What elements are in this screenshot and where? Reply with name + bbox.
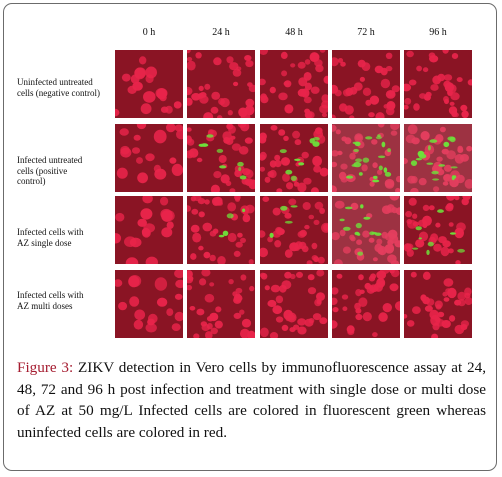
micrograph-tile	[187, 196, 255, 264]
micrograph-tile	[115, 50, 183, 118]
column-header-0h: 0 h	[142, 27, 156, 38]
micrograph-tile	[404, 124, 472, 192]
micrograph-tile	[187, 270, 255, 338]
micrograph-tile	[187, 124, 255, 192]
micrograph-tile	[260, 196, 328, 264]
column-header-96h: 96 h	[429, 27, 447, 38]
micrograph-tile	[187, 50, 255, 118]
micrograph-tile	[115, 196, 183, 264]
micrograph-tile	[260, 270, 328, 338]
micrograph-tile	[115, 124, 183, 192]
micrograph-tile	[115, 270, 183, 338]
column-header-72h: 72 h	[357, 27, 375, 38]
micrograph-tile	[332, 50, 400, 118]
micrograph-tile	[332, 124, 400, 192]
row-label-negative-control: Uninfected untreated cells (negative con…	[17, 77, 100, 98]
micrograph-tile	[404, 50, 472, 118]
figure-label: Figure 3:	[17, 359, 74, 376]
row-label-az-multi-doses: Infected cells with AZ multi doses	[17, 290, 84, 311]
micrograph-tile	[332, 270, 400, 338]
micrograph-tile	[404, 270, 472, 338]
column-header-48h: 48 h	[285, 27, 303, 38]
row-label-az-single-dose: Infected cells with AZ single dose	[17, 227, 84, 248]
column-header-24h: 24 h	[212, 27, 230, 38]
micrograph-tile	[260, 124, 328, 192]
row-label-positive-control: Infected untreated cells (positive contr…	[17, 155, 83, 186]
micrograph-tile	[260, 50, 328, 118]
caption-text: ZIKV detection in Vero cells by immunofl…	[17, 359, 486, 441]
micrograph-tile	[404, 196, 472, 264]
micrograph-tile	[332, 196, 400, 264]
figure-caption: Figure 3: ZIKV detection in Vero cells b…	[17, 357, 486, 443]
